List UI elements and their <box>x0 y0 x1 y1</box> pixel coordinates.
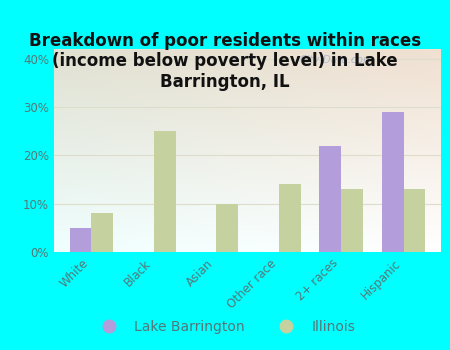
Bar <box>279 184 301 252</box>
Bar <box>91 214 113 252</box>
Text: City-Data.com: City-Data.com <box>299 55 374 65</box>
Bar <box>341 189 363 252</box>
Legend: Lake Barrington, Illinois: Lake Barrington, Illinois <box>90 314 360 340</box>
Bar <box>404 189 425 252</box>
Text: Breakdown of poor residents within races
(income below poverty level) in Lake
Ba: Breakdown of poor residents within races… <box>29 32 421 91</box>
Bar <box>382 112 404 252</box>
Bar <box>154 131 176 252</box>
Bar <box>320 146 341 252</box>
Bar <box>216 204 238 252</box>
Bar <box>70 228 91 252</box>
